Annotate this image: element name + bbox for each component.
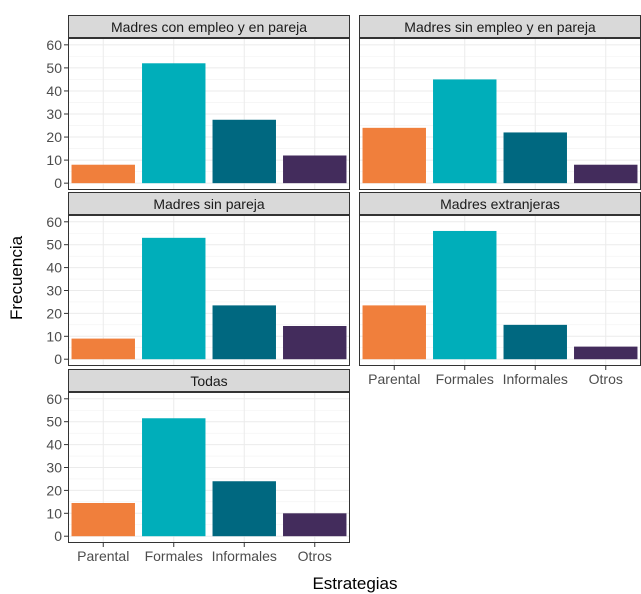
x-tick-label-formales: Formales xyxy=(145,548,203,564)
x-tick-label-otros: Otros xyxy=(589,371,623,387)
y-tick-label: 10 xyxy=(46,505,62,521)
panel-title: Madres extranjeras xyxy=(440,196,560,212)
bar-formales xyxy=(142,237,206,360)
panel-strip xyxy=(68,369,350,392)
y-tick-label: 40 xyxy=(46,437,62,453)
bar-otros xyxy=(283,155,347,184)
bar-informales xyxy=(212,119,276,184)
bar-formales xyxy=(433,79,497,184)
y-tick-label: 0 xyxy=(54,351,62,367)
panel-border xyxy=(68,38,350,190)
panel-title: Madres con empleo y en pareja xyxy=(111,19,307,35)
bar-formales xyxy=(142,418,206,537)
panel-title: Madres sin pareja xyxy=(153,196,264,212)
y-tick-label: 30 xyxy=(46,460,62,476)
y-tick-label: 10 xyxy=(46,328,62,344)
y-tick-label: 30 xyxy=(46,283,62,299)
bar-parental xyxy=(362,127,426,184)
y-axis-title: Frecuencia xyxy=(7,235,26,320)
y-tick-label: 50 xyxy=(46,60,62,76)
panel-strip xyxy=(68,192,350,215)
x-tick-label-parental: Parental xyxy=(368,371,420,387)
panel-1: Madres con empleo y en pareja 0 10 20 30 40 50… xyxy=(46,15,350,191)
bar-informales xyxy=(503,132,567,184)
bar-formales xyxy=(433,230,497,360)
y-tick-label: 20 xyxy=(46,482,62,498)
bar-parental xyxy=(71,338,135,360)
x-tick-label-formales: Formales xyxy=(436,371,494,387)
y-tick-label: 20 xyxy=(46,305,62,321)
panel-strip xyxy=(68,15,350,38)
panel-4: Madres extranjeras Parental Formales Inform… xyxy=(359,192,641,387)
x-tick-label-parental: Parental xyxy=(77,548,129,564)
bar-formales xyxy=(142,63,206,184)
y-tick-label: 60 xyxy=(46,37,62,53)
x-tick-label-informales: Informales xyxy=(503,371,568,387)
panel-title: Todas xyxy=(190,373,227,389)
y-tick-label: 20 xyxy=(46,129,62,145)
bar-parental xyxy=(362,305,426,360)
panel-border xyxy=(68,215,350,366)
x-axis-title: Estrategias xyxy=(312,574,397,593)
panel-title: Madres sin empleo y en pareja xyxy=(404,19,596,35)
bar-parental xyxy=(71,502,135,537)
panel-3: Madres sin pareja 0 10 20 30 40 50 60 xyxy=(46,192,350,367)
y-tick-label: 40 xyxy=(46,83,62,99)
bar-informales xyxy=(212,481,276,537)
y-tick-label: 10 xyxy=(46,152,62,168)
x-tick-label-informales: Informales xyxy=(212,548,277,564)
y-tick-label: 60 xyxy=(46,391,62,407)
bar-otros xyxy=(574,164,638,184)
y-tick-label: 50 xyxy=(46,237,62,253)
y-tick-label: 0 xyxy=(54,528,62,544)
panel-border xyxy=(68,392,350,543)
bar-parental xyxy=(71,164,135,184)
y-tick-label: 60 xyxy=(46,214,62,230)
bar-otros xyxy=(283,513,347,537)
x-tick-label-otros: Otros xyxy=(298,548,332,564)
bar-otros xyxy=(574,346,638,360)
panel-2: Madres sin empleo y en pareja xyxy=(359,15,641,190)
bar-otros xyxy=(283,325,347,360)
y-tick-label: 40 xyxy=(46,260,62,276)
panel-5: Todas 0 10 20 30 40 50 60 Parental Formales Inform… xyxy=(46,369,350,564)
bar-informales xyxy=(212,305,276,360)
y-tick-label: 30 xyxy=(46,106,62,122)
bar-informales xyxy=(503,324,567,360)
y-tick-label: 50 xyxy=(46,414,62,430)
chart-panels: Madres con empleo y en pareja 0 10 20 30 40 50… xyxy=(46,15,641,564)
y-tick-label: 0 xyxy=(54,175,62,191)
